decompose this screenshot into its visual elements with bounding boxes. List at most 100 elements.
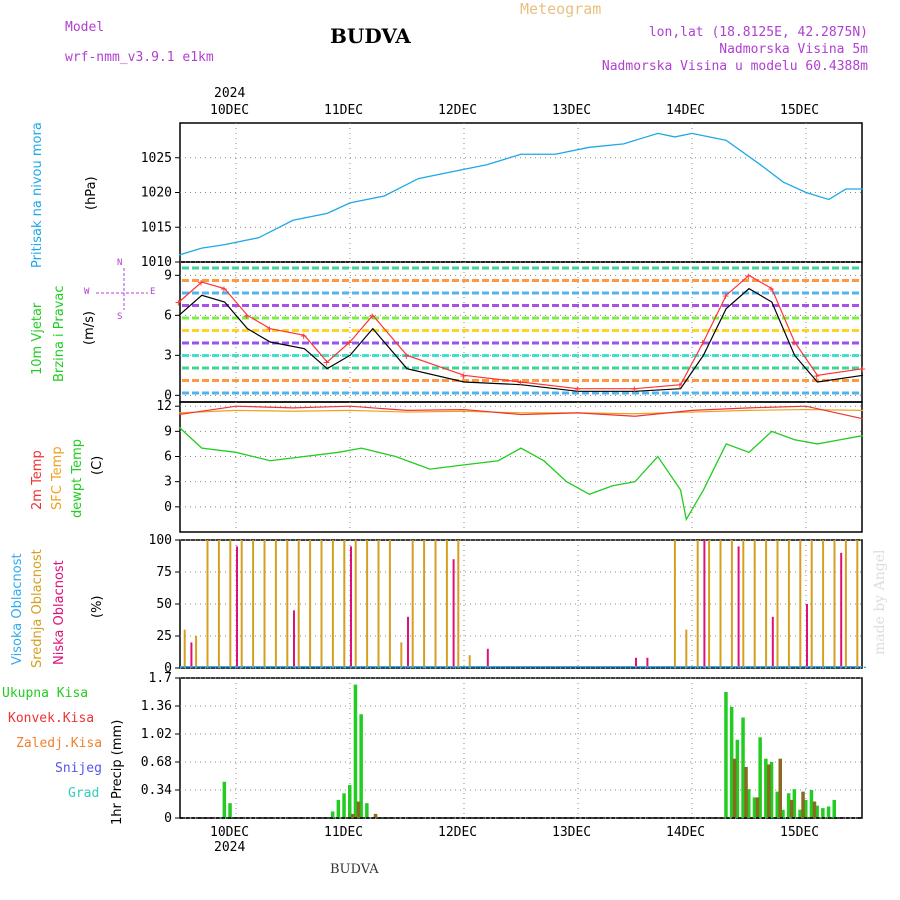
precip-bar: [365, 803, 369, 818]
cloud-bar: [286, 540, 289, 668]
x-tick-label-top: 12DEC: [438, 103, 477, 118]
cloud-mid-legend: Srednja Oblacnost: [30, 549, 45, 668]
precip-bar: [222, 781, 227, 818]
wind-y-tick-label: 9: [164, 268, 172, 283]
pressure-y-tick-label: 1015: [141, 220, 172, 235]
cloud-bar: [673, 540, 676, 668]
wind-legend-2: Brzina i Pravac: [52, 285, 67, 382]
wind-gust-marker: +: [813, 369, 820, 382]
pressure-y-tick-label: 1020: [141, 186, 172, 201]
compass-n: N: [117, 258, 123, 268]
x-tick-label-bottom: 11DEC: [324, 825, 363, 840]
model-label: Model: [65, 20, 105, 35]
temperature-y-tick-label: 9: [164, 424, 172, 439]
cloud-bar: [840, 552, 843, 668]
cloud-bar: [293, 610, 295, 668]
wind-gust-marker: +: [517, 376, 524, 389]
precip-bar: [353, 684, 358, 818]
wind-unit: (m/s): [82, 311, 97, 345]
cloud-bar: [274, 540, 277, 668]
cloud-bar: [771, 616, 774, 668]
precip-bar: [778, 758, 782, 818]
precip-bar: [809, 790, 814, 818]
year-label-top: 2024: [214, 86, 246, 101]
cloud-bar: [183, 629, 186, 668]
pressure-legend: Pritisak na nivou mora: [30, 122, 45, 268]
cloud-bar: [343, 540, 346, 668]
x-tick-label-top: 11DEC: [324, 103, 363, 118]
precip-bar: [821, 808, 825, 818]
precip-bar: [804, 799, 808, 818]
clouds-y-tick-label: 0: [164, 661, 172, 676]
cloud-bar: [765, 540, 768, 668]
precipitation-y-tick-label: 0.34: [141, 783, 172, 798]
cloud-bar: [320, 540, 323, 668]
wind-gust-marker: +: [768, 283, 775, 296]
clouds-y-tick-label: 50: [156, 597, 172, 612]
elevation-label: Nadmorska Visina 5m: [719, 42, 868, 57]
cloud-bar: [730, 540, 733, 668]
x-tick-label-bottom: 13DEC: [552, 825, 591, 840]
precip-bar: [789, 799, 794, 818]
wind-gust-marker: +: [369, 309, 376, 322]
cloud-bar: [236, 546, 238, 668]
wind-gust-marker: +: [403, 349, 410, 362]
cloud-bar: [195, 636, 198, 668]
cloud-bar: [742, 540, 745, 668]
pressure-y-tick-label: 1010: [141, 255, 172, 270]
cloud-bar: [703, 540, 706, 668]
temp-2m-line: [178, 405, 864, 420]
precip-bar: [764, 758, 768, 818]
x-tick-label-top: 14DEC: [666, 103, 705, 118]
station-title: BUDVA: [330, 24, 411, 48]
precip-bar: [724, 692, 728, 818]
precip-bar: [342, 793, 346, 818]
precip-bar: [786, 793, 791, 818]
precip-bar: [775, 791, 779, 818]
wind-gust-marker: +: [346, 336, 353, 349]
wind-gust-marker: +: [266, 323, 273, 336]
precip-bar: [747, 789, 751, 818]
pressure-line: [178, 132, 863, 256]
precip-bar: [781, 809, 785, 818]
wind-gust-marker: +: [574, 383, 581, 396]
x-tick-label-bottom: 10DEC: [210, 825, 249, 840]
precip-bar: [373, 813, 378, 818]
wind-y-tick-label: 6: [164, 308, 172, 323]
cloud-bar: [787, 540, 790, 668]
precip-snow-legend: Snijeg: [55, 761, 102, 776]
precip-bar: [359, 714, 363, 818]
cloud-bar: [864, 666, 866, 668]
temp2m-legend: 2m Temp: [30, 450, 45, 510]
precip-total-legend: Ukupna Kisa: [2, 686, 89, 701]
wind-gust-marker: +: [323, 356, 330, 369]
precip-bar: [348, 785, 352, 818]
cloud-bar: [776, 540, 779, 668]
cloud-low-legend: Niska Oblacnost: [52, 560, 67, 665]
wind-gust-marker: +: [745, 269, 752, 282]
x-tick-label-top: 15DEC: [780, 103, 819, 118]
cloud-bar: [844, 540, 847, 668]
precip-bar: [330, 811, 335, 818]
cloud-bar: [799, 540, 802, 668]
precip-bar: [826, 806, 831, 818]
x-tick-label-top: 13DEC: [552, 103, 591, 118]
cloud-bar: [434, 540, 437, 668]
cloud-bar: [635, 657, 637, 668]
precip-bar: [801, 791, 805, 818]
cloud-bar: [206, 540, 209, 668]
precip-bar: [356, 801, 361, 818]
precip-bar: [744, 766, 748, 818]
dewpt-line: [178, 426, 864, 522]
wind-gust-marker: +: [198, 276, 205, 289]
cloud-bar: [297, 540, 300, 668]
precip-bar: [336, 799, 341, 818]
wind-y-tick-label: 0: [164, 388, 172, 403]
cloud-bar: [806, 604, 808, 668]
compass-s: S: [117, 312, 123, 322]
precip-bar: [755, 797, 760, 818]
cloud-bar: [696, 540, 699, 668]
wind-gust-marker: +: [221, 283, 228, 296]
cloud-bar: [190, 642, 193, 668]
cloud-bar: [350, 546, 352, 668]
